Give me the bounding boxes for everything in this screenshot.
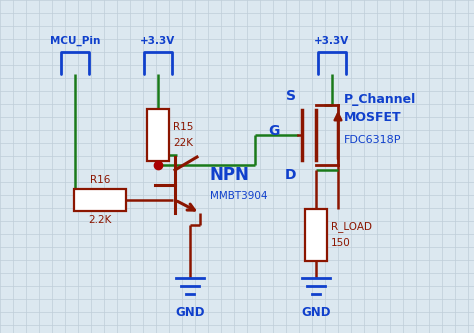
Text: R_LOAD: R_LOAD xyxy=(331,221,372,232)
Bar xyxy=(305,209,327,261)
Text: +3.3V: +3.3V xyxy=(314,36,350,46)
Text: R15: R15 xyxy=(173,122,193,132)
Text: P_Channel: P_Channel xyxy=(344,93,416,106)
Text: 22K: 22K xyxy=(173,138,193,148)
Text: MMBT3904: MMBT3904 xyxy=(210,191,267,201)
Text: +3.3V: +3.3V xyxy=(140,36,176,46)
Text: GND: GND xyxy=(301,306,331,319)
Text: D: D xyxy=(284,168,296,182)
Text: 150: 150 xyxy=(331,238,351,248)
Text: 2.2K: 2.2K xyxy=(88,215,112,225)
Bar xyxy=(147,109,169,161)
Text: NPN: NPN xyxy=(210,166,250,184)
Text: MOSFET: MOSFET xyxy=(344,111,401,124)
Text: S: S xyxy=(286,89,296,103)
Text: R16: R16 xyxy=(90,175,110,185)
Text: MCU_Pin: MCU_Pin xyxy=(50,36,100,46)
Bar xyxy=(74,189,126,211)
Text: FDC6318P: FDC6318P xyxy=(344,135,401,145)
Text: GND: GND xyxy=(175,306,205,319)
Text: G: G xyxy=(269,124,280,138)
